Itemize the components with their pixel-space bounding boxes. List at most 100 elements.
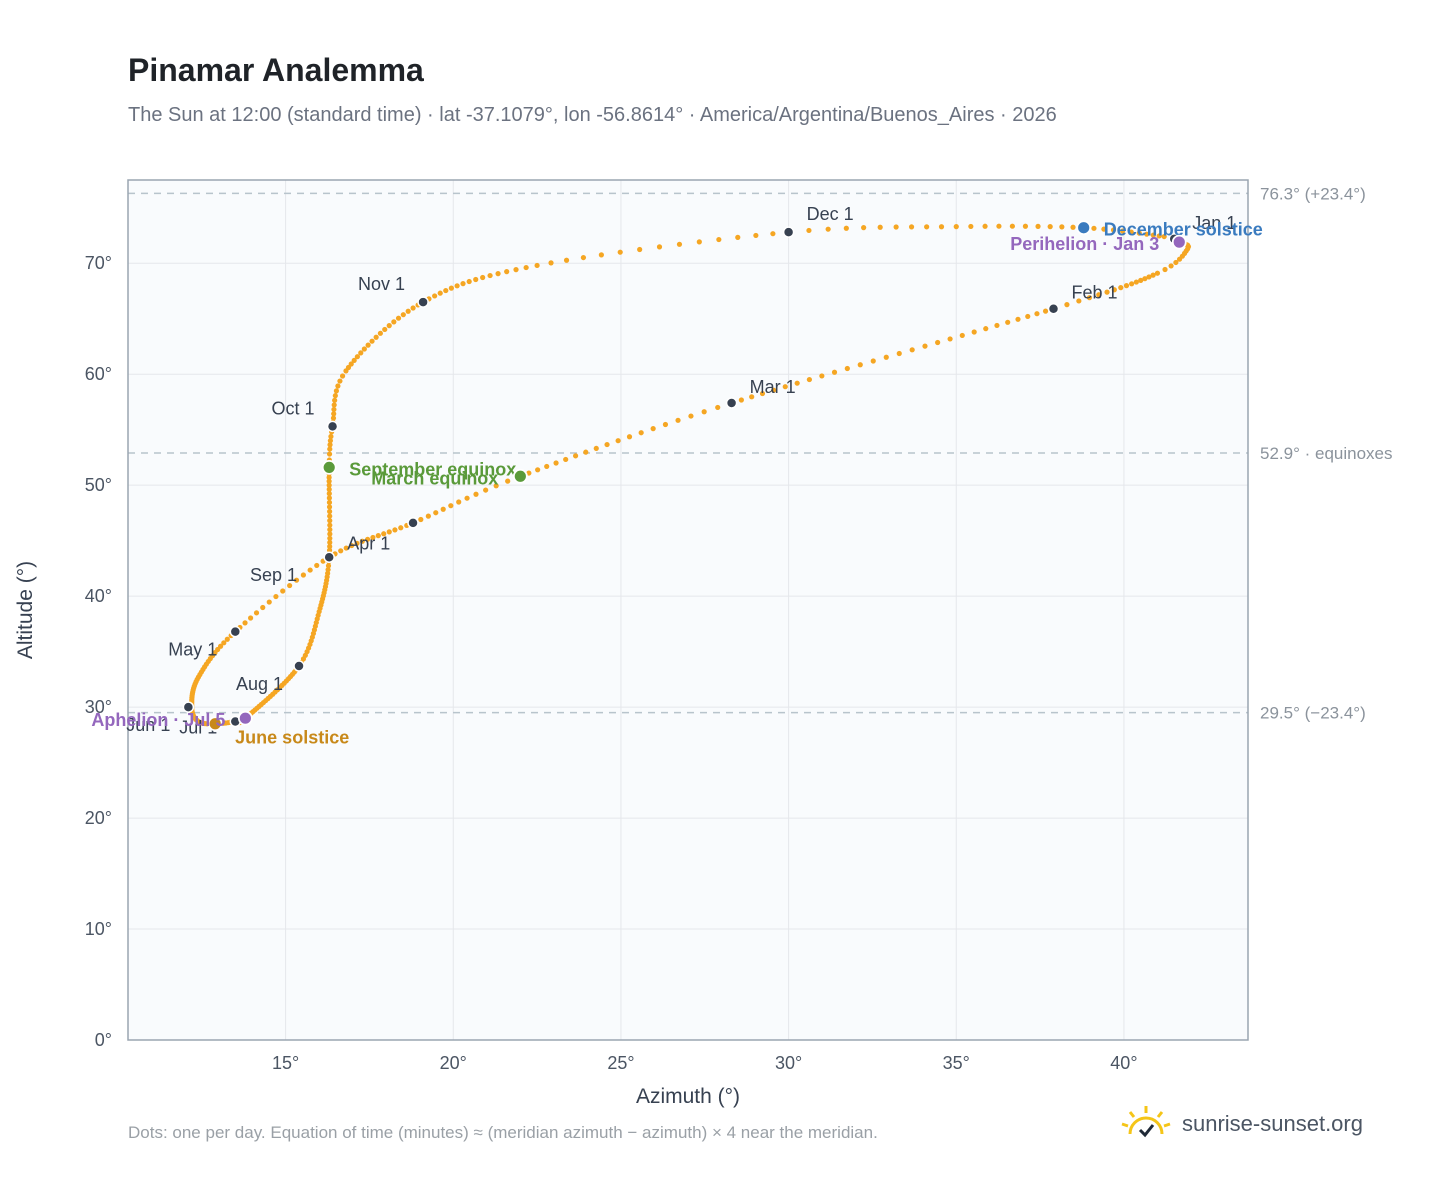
daily-dot — [1161, 233, 1167, 240]
month-marker-label: Feb 1 — [1072, 283, 1118, 303]
daily-dot — [982, 223, 988, 229]
daily-dot — [971, 329, 977, 335]
daily-dot — [1064, 302, 1070, 308]
daily-dot — [354, 354, 360, 360]
daily-dot — [405, 308, 411, 314]
event-marker-label: Aphelion · Jul 5 — [91, 710, 225, 730]
daily-dot — [365, 342, 371, 348]
month-marker-label: Sep 1 — [250, 565, 297, 585]
event-marker-dot — [1076, 220, 1092, 236]
x-axis-label: Azimuth (°) — [636, 1085, 740, 1108]
daily-dot — [242, 620, 248, 626]
axis-ticks: 15° 20° 25° 30° 35° 40° 0° 10° 20° 30° 40° 50° 60° 70… — [85, 253, 1138, 1073]
month-marker-label: Apr 1 — [347, 533, 390, 553]
daily-dot — [327, 527, 333, 533]
daily-dot — [327, 531, 333, 537]
month-marker-dot — [229, 625, 242, 638]
daily-dot — [1133, 279, 1139, 285]
daily-dot — [247, 615, 254, 621]
event-marker-label: March equinox — [371, 468, 498, 488]
daily-dot — [553, 460, 559, 466]
daily-dot — [440, 506, 446, 512]
daily-dot — [382, 326, 388, 333]
event-marker-dot — [237, 710, 253, 726]
month-marker-label: Jan 1 — [1192, 213, 1236, 233]
daily-dot — [386, 323, 392, 329]
daily-dot — [332, 397, 338, 403]
daily-dot — [338, 548, 344, 554]
daily-dot — [771, 387, 777, 393]
plot-background — [128, 180, 1248, 1040]
daily-dot — [983, 326, 989, 332]
daily-dot — [443, 287, 449, 294]
daily-dot — [617, 249, 623, 255]
daily-dot — [1150, 232, 1156, 238]
x-tick-label: 15° — [272, 1053, 299, 1073]
daily-dot — [327, 518, 333, 524]
daily-dot — [1009, 223, 1015, 229]
event-marker-label: Perihelion · Jan 3 — [1010, 234, 1159, 254]
daily-dot — [675, 417, 681, 423]
daily-dot — [466, 278, 472, 285]
month-marker-dot — [293, 660, 305, 672]
y-tick-label: 70° — [85, 253, 112, 273]
daily-dot — [287, 582, 293, 589]
month-marker-label: May 1 — [168, 640, 217, 660]
daily-dot — [1005, 319, 1011, 325]
daily-dot — [293, 577, 300, 583]
reference-line-label: 52.9° · equinoxes — [1260, 444, 1393, 463]
daily-dot — [400, 312, 406, 318]
brand[interactable]: sunrise-sunset.org — [1120, 1102, 1363, 1146]
month-marker-dot — [407, 517, 419, 529]
daily-dot — [1096, 292, 1102, 298]
x-tick-label: 25° — [607, 1053, 634, 1073]
daily-dot — [504, 269, 510, 275]
daily-dot — [806, 227, 812, 234]
daily-dot — [626, 434, 633, 440]
month-marker-dot — [323, 551, 335, 564]
daily-dot — [759, 390, 766, 397]
daily-dot — [1025, 313, 1031, 320]
daily-dot — [535, 467, 541, 473]
daily-dot — [495, 271, 501, 277]
reference-lines: 76.3° (+23.4°) 52.9° · equinoxes 29.5° (−2… — [128, 184, 1393, 723]
daily-dot — [377, 330, 383, 336]
x-tick-label: 40° — [1110, 1053, 1137, 1073]
daily-dot — [365, 536, 371, 542]
daily-dot — [513, 267, 519, 273]
daily-dot — [544, 463, 550, 470]
daily-dot — [1128, 229, 1134, 235]
daily-dot — [493, 483, 499, 489]
daily-dot — [325, 567, 331, 573]
daily-dot — [598, 252, 604, 258]
daily-dot — [331, 406, 337, 413]
daily-dot — [1156, 233, 1162, 239]
daily-dot — [563, 456, 569, 463]
grid-lines — [128, 180, 1248, 1040]
daily-dot — [327, 539, 333, 546]
daily-dot — [523, 264, 529, 271]
daily-dot — [448, 285, 454, 291]
daily-dot — [354, 540, 360, 546]
month-marker-label: Dec 1 — [807, 204, 854, 224]
daily-dot — [266, 599, 272, 605]
daily-dot — [953, 224, 959, 230]
daily-dot — [314, 562, 320, 569]
daily-dot — [359, 538, 365, 544]
daily-dot — [1042, 308, 1049, 314]
plot-frame — [127, 179, 1249, 1041]
daily-dot — [253, 610, 260, 616]
daily-dot — [650, 426, 656, 432]
daily-dot — [454, 283, 460, 289]
month-marker-dot — [782, 226, 795, 238]
daily-dot — [1035, 223, 1041, 229]
daily-dot — [331, 402, 337, 408]
month-marker-label: Jun 1 — [126, 715, 170, 735]
month-marker-label: Mar 1 — [750, 377, 796, 397]
month-marker-label: Oct 1 — [272, 398, 315, 418]
daily-dot — [221, 640, 227, 646]
daily-dot — [908, 224, 915, 230]
daily-dot — [782, 384, 788, 390]
daily-dot — [327, 438, 334, 444]
